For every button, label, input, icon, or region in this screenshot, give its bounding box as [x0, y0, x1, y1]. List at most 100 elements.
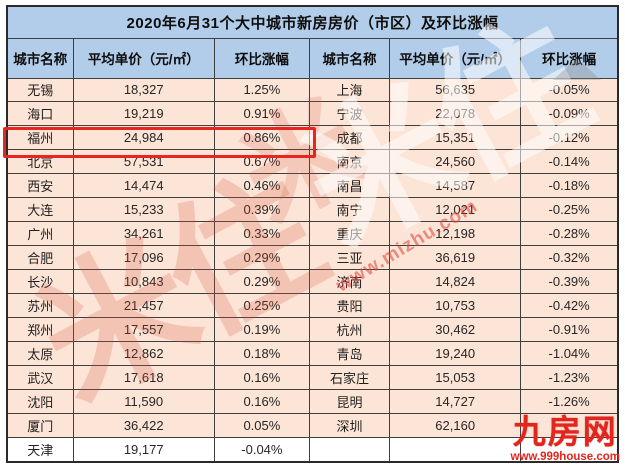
price-cell: 12,021 [389, 197, 522, 223]
price-cell: 19,177 [72, 436, 215, 463]
city-cell: 长沙 [6, 269, 74, 295]
city-cell: 南京 [308, 149, 391, 175]
change-cell: 0.29% [213, 269, 310, 295]
change-cell: -1.04% [520, 340, 619, 366]
price-cell: 24,560 [389, 149, 522, 175]
change-cell: 0.19% [213, 317, 310, 342]
price-cell: 17,557 [72, 317, 215, 342]
price-cell: 19,240 [389, 340, 522, 366]
table-row: 苏州 21,457 0.25% 贵阳 10,753 -0.42% [6, 293, 619, 319]
price-cell: 15,351 [389, 125, 522, 151]
city-cell: 三亚 [308, 245, 391, 271]
city-cell: 广州 [6, 221, 74, 247]
price-cell: 36,619 [389, 245, 522, 271]
change-cell: -0.05% [520, 77, 619, 103]
city-cell: 南昌 [308, 173, 391, 199]
city-cell: 苏州 [6, 293, 74, 319]
table-row: 北京 57,531 0.67% 南京 24,560 -0.14% [6, 149, 619, 175]
change-cell: 0.39% [213, 197, 310, 223]
table-row: 武汉 17,618 0.16% 石家庄 15,053 -1.23% [6, 364, 619, 390]
city-cell: 上海 [308, 77, 391, 103]
city-cell: 石家庄 [308, 364, 391, 390]
city-cell: 郑州 [6, 317, 74, 342]
table-row: 福州 24,984 0.86% 成都 15,351 -0.12% [6, 125, 619, 151]
city-cell: 重庆 [308, 221, 391, 247]
city-cell: 南宁 [308, 197, 391, 223]
change-cell: 0.33% [213, 221, 310, 247]
price-cell: 22,078 [389, 101, 522, 127]
price-cell: 36,422 [72, 412, 215, 438]
change-cell: 0.46% [213, 173, 310, 199]
city-cell: 天津 [6, 436, 74, 463]
price-cell: 57,531 [72, 149, 215, 175]
table-row: 西安 14,474 0.46% 南昌 14,587 -0.18% [6, 173, 619, 199]
city-cell: 深圳 [308, 412, 391, 438]
change-cell: 0.86% [213, 125, 310, 151]
change-cell: -0.18% [520, 173, 619, 199]
city-cell: 厦门 [6, 412, 74, 438]
table-row: 郑州 17,557 0.19% 杭州 30,462 -0.91% [6, 317, 619, 342]
table-row: 长沙 10,843 0.29% 济南 14,824 -0.39% [6, 269, 619, 295]
change-cell: 1.25% [213, 77, 310, 103]
change-cell: -1.26% [520, 388, 619, 414]
price-cell: 14,727 [389, 388, 522, 414]
city-cell: 西安 [6, 173, 74, 199]
change-cell: -0.32% [520, 245, 619, 271]
price-cell: 18,327 [72, 77, 215, 103]
city-cell: 武汉 [6, 364, 74, 390]
header-price-right: 平均单价（元/㎡） [389, 37, 522, 79]
table-row: 广州 34,261 0.33% 重庆 12,198 -0.28% [6, 221, 619, 247]
city-cell: 昆明 [308, 388, 391, 414]
change-cell: -0.39% [520, 269, 619, 295]
city-cell: 北京 [6, 149, 74, 175]
city-cell: 成都 [308, 125, 391, 151]
header-city-left: 城市名称 [6, 37, 74, 79]
change-cell: 0.91% [213, 101, 310, 127]
price-cell: 19,219 [72, 101, 215, 127]
city-cell: 沈阳 [6, 388, 74, 414]
city-cell: 大连 [6, 197, 74, 223]
price-cell: 10,753 [389, 293, 522, 319]
city-cell: 宁波 [308, 101, 391, 127]
change-cell: 0.18% [213, 340, 310, 366]
price-cell: 34,261 [72, 221, 215, 247]
city-cell: 无锡 [6, 77, 74, 103]
table-row: 合肥 17,096 0.29% 三亚 36,619 -0.32% [6, 245, 619, 271]
table-title: 2020年6月31个大中城市新房房价（市区）及环比涨幅 [6, 5, 619, 39]
change-cell: -0.25% [520, 197, 619, 223]
header-row: 城市名称 平均单价（元/㎡） 环比涨幅 城市名称 平均单价（元/㎡） 环比涨幅 [6, 37, 619, 79]
price-cell: 14,824 [389, 269, 522, 295]
price-cell: 14,587 [389, 173, 522, 199]
table-row: 大连 15,233 0.39% 南宁 12,021 -0.25% [6, 197, 619, 223]
table-row: 无锡 18,327 1.25% 上海 56,635 -0.05% [6, 77, 619, 103]
price-cell: 15,053 [389, 364, 522, 390]
price-cell: 17,096 [72, 245, 215, 271]
change-cell: 0.16% [213, 388, 310, 414]
price-cell: 30,462 [389, 317, 522, 342]
table-row: 天津 19,177 -0.04% [6, 436, 619, 463]
table-row: 厦门 36,422 0.05% 深圳 62,160 [6, 412, 619, 438]
change-cell: 0.05% [213, 412, 310, 438]
price-cell: 10,843 [72, 269, 215, 295]
table-row: 沈阳 11,590 0.16% 昆明 14,727 -1.26% [6, 388, 619, 414]
price-cell: 24,984 [72, 125, 215, 151]
title-row: 2020年6月31个大中城市新房房价（市区）及环比涨幅 [6, 5, 619, 39]
city-cell: 青岛 [308, 340, 391, 366]
price-cell: 12,198 [389, 221, 522, 247]
price-cell: 56,635 [389, 77, 522, 103]
table-row: 太原 12,862 0.18% 青岛 19,240 -1.04% [6, 340, 619, 366]
change-cell: -0.12% [520, 125, 619, 151]
header-price-left: 平均单价（元/㎡） [72, 37, 215, 79]
change-cell [520, 436, 619, 463]
price-cell: 12,862 [72, 340, 215, 366]
table-row: 海口 19,219 0.91% 宁波 22,078 -0.09% [6, 101, 619, 127]
change-cell: -0.28% [520, 221, 619, 247]
city-cell: 杭州 [308, 317, 391, 342]
housing-price-table: 2020年6月31个大中城市新房房价（市区）及环比涨幅 城市名称 平均单价（元/… [6, 5, 619, 463]
city-cell: 太原 [6, 340, 74, 366]
city-cell: 海口 [6, 101, 74, 127]
city-cell: 贵阳 [308, 293, 391, 319]
change-cell: 0.29% [213, 245, 310, 271]
header-city-right: 城市名称 [308, 37, 391, 79]
